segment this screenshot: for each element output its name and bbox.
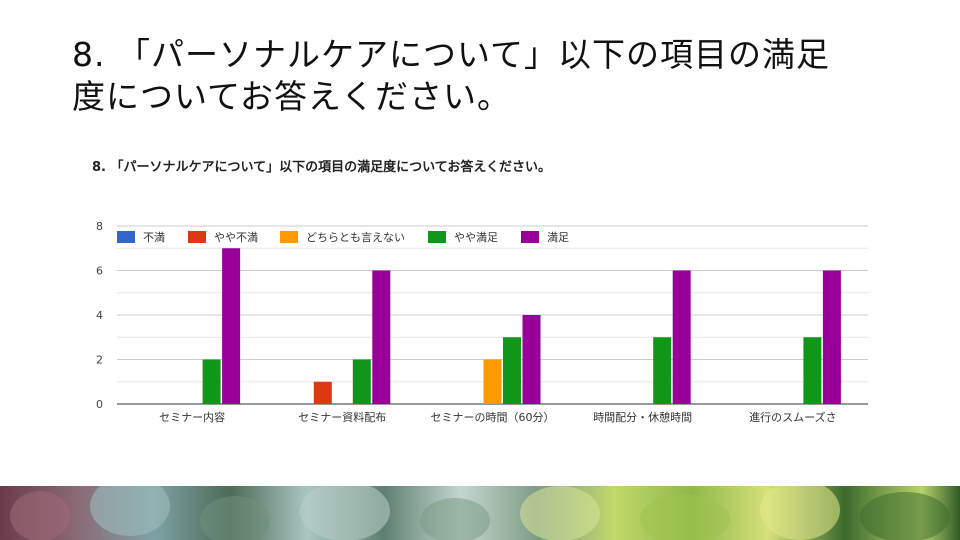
legend-swatch: [280, 231, 298, 243]
legend-label: やや満足: [454, 231, 498, 244]
bar: [522, 315, 541, 404]
legend-label: やや不満: [214, 231, 258, 244]
y-tick-label: 2: [96, 354, 103, 367]
legend-label: 満足: [547, 231, 569, 244]
legend-swatch: [188, 231, 206, 243]
bar: [503, 337, 521, 404]
bar: [672, 270, 691, 404]
bar: [202, 359, 221, 404]
legend-swatch: [117, 231, 135, 243]
legend-swatch: [521, 231, 539, 243]
bar-chart: 0 2 4 6 8 セミナー内容 セミナー資料配布 セミナーの時間（60分） 時間配分・休憩時間…: [96, 220, 868, 424]
legend-label: 不満: [143, 231, 165, 244]
slide-title-line2: 度についてお答えください。: [72, 77, 512, 116]
slide-title-line1: 8. 「パーソナルケアについて」以下の項目の満足: [72, 35, 830, 74]
succulent-photo-strip: [0, 486, 960, 540]
bar: [653, 337, 672, 404]
x-tick-label: セミナー資料配布: [298, 410, 386, 424]
bar: [352, 359, 371, 404]
x-tick-label: 進行のスムーズさ: [749, 410, 836, 424]
bar: [483, 359, 502, 404]
x-tick-label: 時間配分・休憩時間: [593, 410, 692, 424]
x-tick-label: セミナーの時間（60分）: [431, 411, 555, 424]
y-tick-label: 4: [96, 309, 103, 322]
bar: [803, 337, 822, 404]
bar: [313, 381, 332, 404]
x-tick-label: セミナー内容: [159, 410, 225, 424]
y-tick-label: 8: [96, 220, 103, 233]
chart-title: 8. 「パーソナルケアについて」以下の項目の満足度についてお答えください。: [92, 160, 551, 175]
slide-title: 8. 「パーソナルケアについて」以下の項目の満足 度についてお答えください。: [72, 34, 902, 118]
y-tick-label: 6: [96, 265, 103, 278]
bar: [222, 248, 241, 404]
y-tick-label: 0: [96, 398, 103, 411]
legend-label: どちらとも言えない: [306, 231, 405, 244]
bar: [372, 270, 391, 404]
legend-swatch: [428, 231, 446, 243]
bar: [822, 270, 841, 404]
